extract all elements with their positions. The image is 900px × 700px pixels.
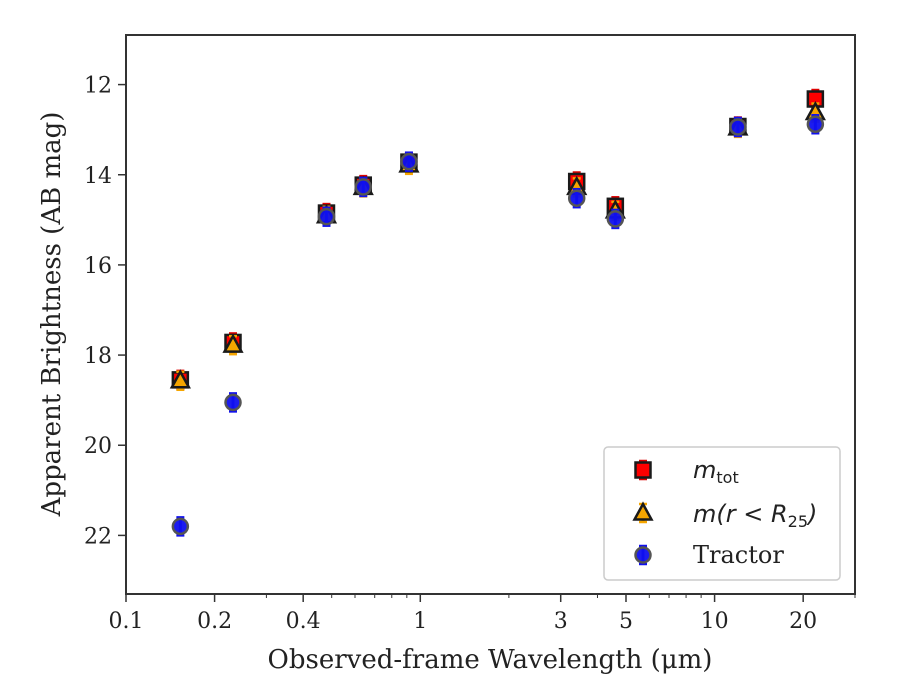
legend: mtot m(r < R25) Tractor [603, 446, 841, 581]
circle-marker [567, 189, 586, 207]
data-point [224, 392, 242, 413]
y-tick-label: 20 [84, 434, 112, 459]
y-tick-label: 22 [84, 524, 112, 549]
y-tick-label: 18 [84, 344, 112, 369]
circle-marker [400, 152, 418, 171]
data-point [606, 208, 625, 230]
x-tick-label: 0.1 [109, 609, 144, 634]
data-marks [169, 88, 826, 537]
x-tick-label: 0.2 [197, 609, 232, 634]
circle-marker [317, 207, 336, 226]
circle-marker [224, 393, 242, 412]
x-tick-label: 3 [554, 609, 568, 634]
circle-marker [806, 115, 825, 134]
x-tick-label: 10 [701, 609, 729, 634]
data-point [729, 116, 747, 138]
y-tick-label: 16 [84, 254, 112, 279]
circle-marker [171, 517, 190, 536]
legend-marker-1 [632, 501, 654, 524]
y-tick-label: 12 [84, 74, 112, 99]
data-point [317, 206, 336, 227]
plot-frame [125, 34, 856, 595]
legend-marker-0 [634, 459, 652, 481]
x-tick-label: 5 [619, 609, 633, 634]
triangle-marker [632, 501, 654, 521]
legend-entry-tractor: Tractor [693, 541, 784, 569]
data-point [171, 516, 190, 537]
data-point [222, 333, 244, 356]
series-2 [171, 114, 825, 537]
legend-marker-2 [634, 544, 652, 566]
y-tick-label: 14 [84, 164, 112, 189]
legend-entry-m-r25: m(r < R25) [693, 500, 817, 531]
x-axis-label: Observed-frame Wavelength (μm) [268, 645, 713, 675]
legend-box [603, 446, 841, 581]
x-tick-label: 0.4 [286, 609, 321, 634]
circle-marker [354, 178, 373, 196]
data-point [400, 151, 418, 172]
circle-marker [634, 546, 652, 564]
legend-entry-mtot: mtot [693, 456, 739, 487]
x-tick-label: 20 [789, 609, 817, 634]
x-tick-label: 1 [413, 609, 427, 634]
data-point [354, 176, 373, 198]
triangle-marker [169, 369, 191, 389]
triangle-marker [222, 333, 244, 353]
data-point [169, 369, 191, 392]
data-point [806, 114, 825, 135]
y-axis-label: Apparent Brightness (AB mag) [37, 112, 67, 518]
circle-marker [729, 118, 747, 136]
circle-marker [606, 210, 625, 228]
axis-ticks: 0.1 0.2 0.4 1 3 5 10 20 12 14 16 18 20 22 [84, 74, 856, 634]
data-point [567, 187, 586, 209]
legend-swatches [632, 459, 654, 566]
square-marker [634, 461, 652, 479]
